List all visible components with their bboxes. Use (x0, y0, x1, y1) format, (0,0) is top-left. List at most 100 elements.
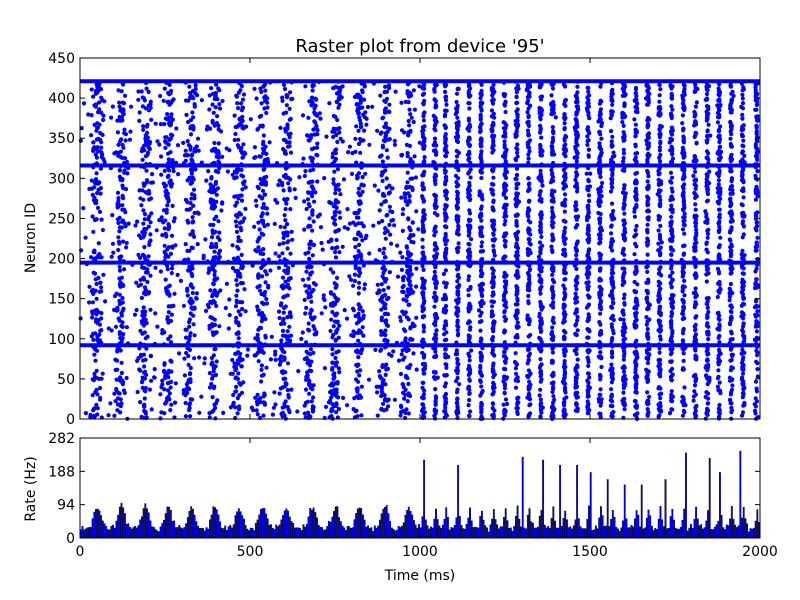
spike-marker (525, 110, 530, 115)
spike-marker (83, 411, 88, 416)
spike-marker (313, 190, 318, 195)
spike-marker (421, 329, 426, 334)
spike-marker (282, 86, 288, 92)
spike-marker (455, 333, 461, 338)
spike-marker (166, 199, 171, 204)
spike-marker (191, 162, 196, 167)
spike-marker (432, 97, 437, 102)
spike-marker (504, 305, 509, 310)
spike-marker (119, 360, 124, 365)
spike-marker (356, 291, 361, 296)
spike-marker (539, 401, 544, 406)
spike-marker (479, 319, 484, 324)
spike-marker (479, 407, 484, 412)
spike-marker (190, 290, 195, 296)
spike-marker (231, 392, 236, 398)
spike-marker (408, 161, 413, 166)
spike-marker (86, 112, 91, 117)
spike-marker (573, 208, 579, 213)
spike-marker (407, 107, 412, 112)
spike-marker (551, 293, 556, 298)
spike-marker (455, 198, 460, 203)
spike-marker (586, 249, 591, 254)
y-axis-label-neuron-id: Neuron ID (23, 203, 39, 273)
spike-marker (513, 196, 518, 201)
spike-marker (421, 223, 426, 228)
spike-marker (515, 253, 520, 258)
spike-marker (146, 89, 151, 95)
spike-marker (395, 274, 401, 279)
spike-marker (357, 268, 362, 273)
spike-marker (285, 388, 290, 393)
spike-marker (307, 382, 313, 387)
spike-marker (513, 378, 518, 383)
spike-marker (467, 398, 472, 403)
spike-marker (163, 231, 168, 236)
spike-marker (365, 104, 371, 110)
spike-marker (466, 351, 471, 356)
spike-marker (539, 329, 544, 334)
spike-marker (421, 307, 426, 312)
spike-marker (526, 141, 531, 146)
spike-marker (234, 293, 239, 298)
spike-marker (287, 135, 292, 140)
spike-marker (282, 213, 287, 218)
spike-marker (405, 170, 410, 175)
spike-marker (515, 212, 520, 218)
spike-marker (467, 358, 472, 363)
spike-marker (490, 101, 496, 106)
spike-marker (212, 96, 217, 102)
spike-marker (239, 84, 244, 89)
spike-marker (261, 372, 266, 377)
spike-marker (479, 261, 484, 266)
spike-marker (354, 321, 359, 326)
spike-marker (353, 222, 358, 227)
spike-marker (310, 95, 315, 100)
spike-marker (502, 270, 507, 275)
spike-marker (376, 384, 381, 389)
spike-marker (513, 340, 518, 345)
spike-marker (551, 400, 556, 405)
spike-marker (358, 138, 364, 143)
spike-marker (142, 245, 147, 250)
spike-marker (282, 268, 287, 273)
spike-marker (331, 270, 336, 275)
spike-marker (358, 105, 363, 111)
spike-marker (560, 379, 566, 384)
spike-marker (408, 393, 413, 399)
spike-marker (328, 201, 333, 206)
spike-marker (233, 219, 238, 224)
spike-marker (169, 359, 174, 364)
spike-marker (264, 301, 269, 306)
spike-marker (550, 144, 555, 149)
spike-marker (263, 94, 268, 99)
spike-marker (443, 217, 448, 222)
spike-marker (503, 166, 508, 171)
spike-marker (239, 193, 244, 198)
spike-marker (94, 146, 99, 151)
spike-marker (383, 306, 388, 311)
spike-marker (406, 94, 412, 99)
spike-marker (404, 256, 410, 261)
spike-marker (503, 109, 508, 115)
spike-marker (410, 176, 415, 181)
spike-marker (307, 328, 312, 333)
spike-marker (561, 409, 567, 414)
spike-marker (264, 110, 269, 116)
spike-marker (550, 409, 555, 414)
spike-marker (478, 129, 483, 134)
spike-marker (361, 224, 366, 229)
spike-marker (539, 135, 544, 140)
spike-marker (119, 370, 124, 376)
spike-marker (573, 378, 578, 383)
spike-marker (268, 357, 273, 362)
spike-marker (95, 181, 100, 186)
spike-marker (99, 316, 104, 321)
spike-marker (383, 84, 388, 89)
spike-marker (212, 91, 217, 96)
spike-marker (502, 349, 507, 355)
spike-marker (99, 150, 104, 155)
spike-marker (574, 257, 579, 262)
spike-marker (317, 111, 322, 116)
spike-marker (138, 277, 143, 282)
